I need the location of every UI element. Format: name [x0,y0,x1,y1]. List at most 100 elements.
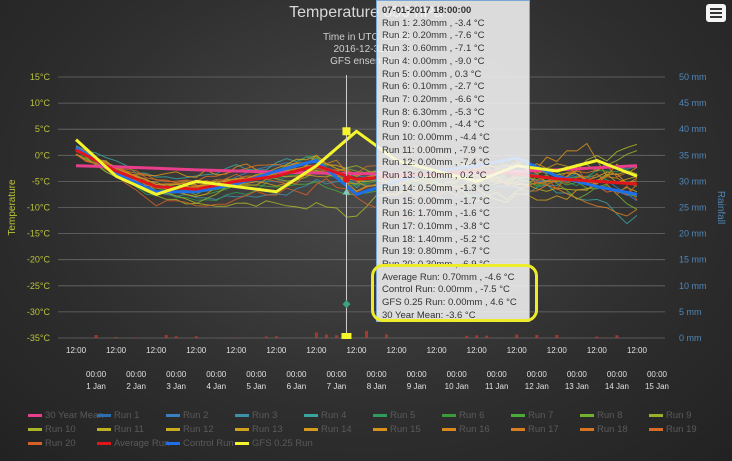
legend-swatch [304,413,318,417]
legend-item[interactable]: Run 7 [511,410,553,421]
chart-subtitle-3: GFS ensembles [330,56,402,67]
legend-item[interactable]: Run 20 [28,438,76,449]
x-tick-label-noon: 12:00 [306,346,327,355]
ensemble-run-line [75,143,638,218]
legend-label: Run 14 [321,424,352,435]
x-day-label: 11 Jan [485,382,508,391]
y-right-tick-label: 25 mm [679,203,707,213]
legend-item[interactable]: 30 Year Mean [28,410,104,421]
rainfall-bar [555,334,559,338]
ensemble-run-line [75,147,638,202]
legend-item[interactable]: Run 16 [442,424,490,435]
y-right-tick-label: 40 mm [679,124,707,134]
legend-label: Run 12 [183,424,214,435]
legend-item[interactable]: Run 12 [166,424,214,435]
ensemble-run-line [75,142,638,199]
legend-swatch [97,427,111,431]
legend-item[interactable]: Run 17 [511,424,559,435]
rainfall-bar [605,337,609,338]
x-day-label: 8 Jan [367,382,387,391]
x-tick-label-noon: 12:00 [266,346,287,355]
legend-label: Run 19 [666,424,697,435]
x-tick-label-midnight: 00:00 [206,370,227,379]
legend-item[interactable]: Run 13 [235,424,283,435]
hover-marker-average [342,175,350,183]
legend-item[interactable]: Average Run [97,438,169,449]
x-day-label: 4 Jan [206,382,226,391]
legend-label: Run 1 [114,410,140,421]
rainfall-bar [485,335,489,338]
tooltip-row: Run 8: 6.30mm , -5.3 °C [382,106,485,118]
hamburger-menu-icon[interactable] [706,4,726,22]
x-tick-label-midnight: 00:00 [246,370,267,379]
chart-subtitle-2: 2016-12-31 06 [333,44,399,55]
legend-item[interactable]: Run 19 [649,424,697,435]
average-run-line [75,148,638,191]
y-right-tick-label: 30 mm [679,176,707,186]
legend-item[interactable]: Run 1 [97,410,139,421]
legend-item[interactable]: Run 10 [28,424,76,435]
legend-label: Run 2 [183,410,209,421]
legend-item[interactable]: Run 14 [304,424,352,435]
legend-swatch [442,427,456,431]
legend-label: Average Run [114,438,170,449]
x-tick-label-noon: 12:00 [427,346,448,355]
tooltip-row: Run 17: 0.10mm , -3.8 °C [382,220,490,232]
legend-swatch [235,427,249,431]
legend-label: Run 16 [459,424,490,435]
x-tick-label-midnight: 00:00 [286,370,307,379]
tooltip-row: Run 13: 0.10mm , 0.2 °C [382,170,487,182]
y-right-tick-label: 15 mm [679,255,707,265]
tooltip-row: Run 11: 0.00mm , -7.9 °C [382,144,490,156]
legend-item[interactable]: Run 8 [580,410,622,421]
x-tick-label-noon: 12:00 [66,346,87,355]
tooltip-highlight-row: GFS 0.25 Run: 0.00mm , 4.6 °C [382,297,517,309]
x-day-label: 1 Jan [86,382,106,391]
legend-label: Run 3 [252,410,278,421]
legend-swatch [580,427,594,431]
legend-item[interactable]: Run 3 [235,410,277,421]
x-day-label: 5 Jan [247,382,267,391]
legend-item[interactable]: Run 2 [166,410,208,421]
ensemble-run-line [75,149,638,203]
legend-item[interactable]: Run 15 [373,424,421,435]
x-day-label: 15 Jan [645,382,669,391]
y-right-tick-label: 0 mm [679,333,702,343]
rainfall-bar [365,330,369,338]
y-left-tick-label: -30°C [27,307,51,317]
legend-item[interactable]: Run 11 [97,424,144,435]
x-day-label: 10 Jan [445,382,469,391]
legend-label: GFS 0.25 Run [252,438,313,449]
y-right-tick-label: 50 mm [679,72,707,82]
x-tick-label-midnight: 00:00 [126,370,147,379]
x-day-label: 12 Jan [525,382,549,391]
legend-swatch [580,413,594,417]
legend-item[interactable]: Run 5 [373,410,415,421]
hover-marker-baseline [341,333,352,339]
x-tick-label-noon: 12:00 [547,346,568,355]
legend-label: Run 10 [45,424,76,435]
hover-marker-rain [342,300,351,309]
chart-subtitle-1: Time in UTC lat=52 [322,32,410,43]
ensemble-run-line [75,149,638,193]
ensemble-run-line [75,148,638,205]
legend-item[interactable]: Control Run [166,438,234,449]
legend-swatch [304,427,318,431]
legend-item[interactable]: Run 4 [304,410,346,421]
tooltip-highlight-row: Average Run: 0.70mm , -4.6 °C [382,271,515,283]
x-tick-label-midnight: 00:00 [367,370,388,379]
legend-item[interactable]: Run 6 [442,410,484,421]
x-tick-label-noon: 12:00 [387,346,408,355]
legend-label: Run 5 [390,410,416,421]
legend-item[interactable]: Run 18 [580,424,628,435]
legend-item[interactable]: Run 9 [649,410,691,421]
x-tick-label-midnight: 00:00 [567,370,588,379]
legend-item[interactable]: GFS 0.25 Run [235,438,313,449]
rainfall-bar [475,335,479,338]
legend-swatch [649,413,663,417]
y-left-tick-label: -35°C [27,333,51,343]
y-right-tick-label: 35 mm [679,150,707,160]
tooltip-row: Run 14: 0.50mm , -1.3 °C [382,182,490,194]
x-tick-label-noon: 12:00 [226,346,247,355]
